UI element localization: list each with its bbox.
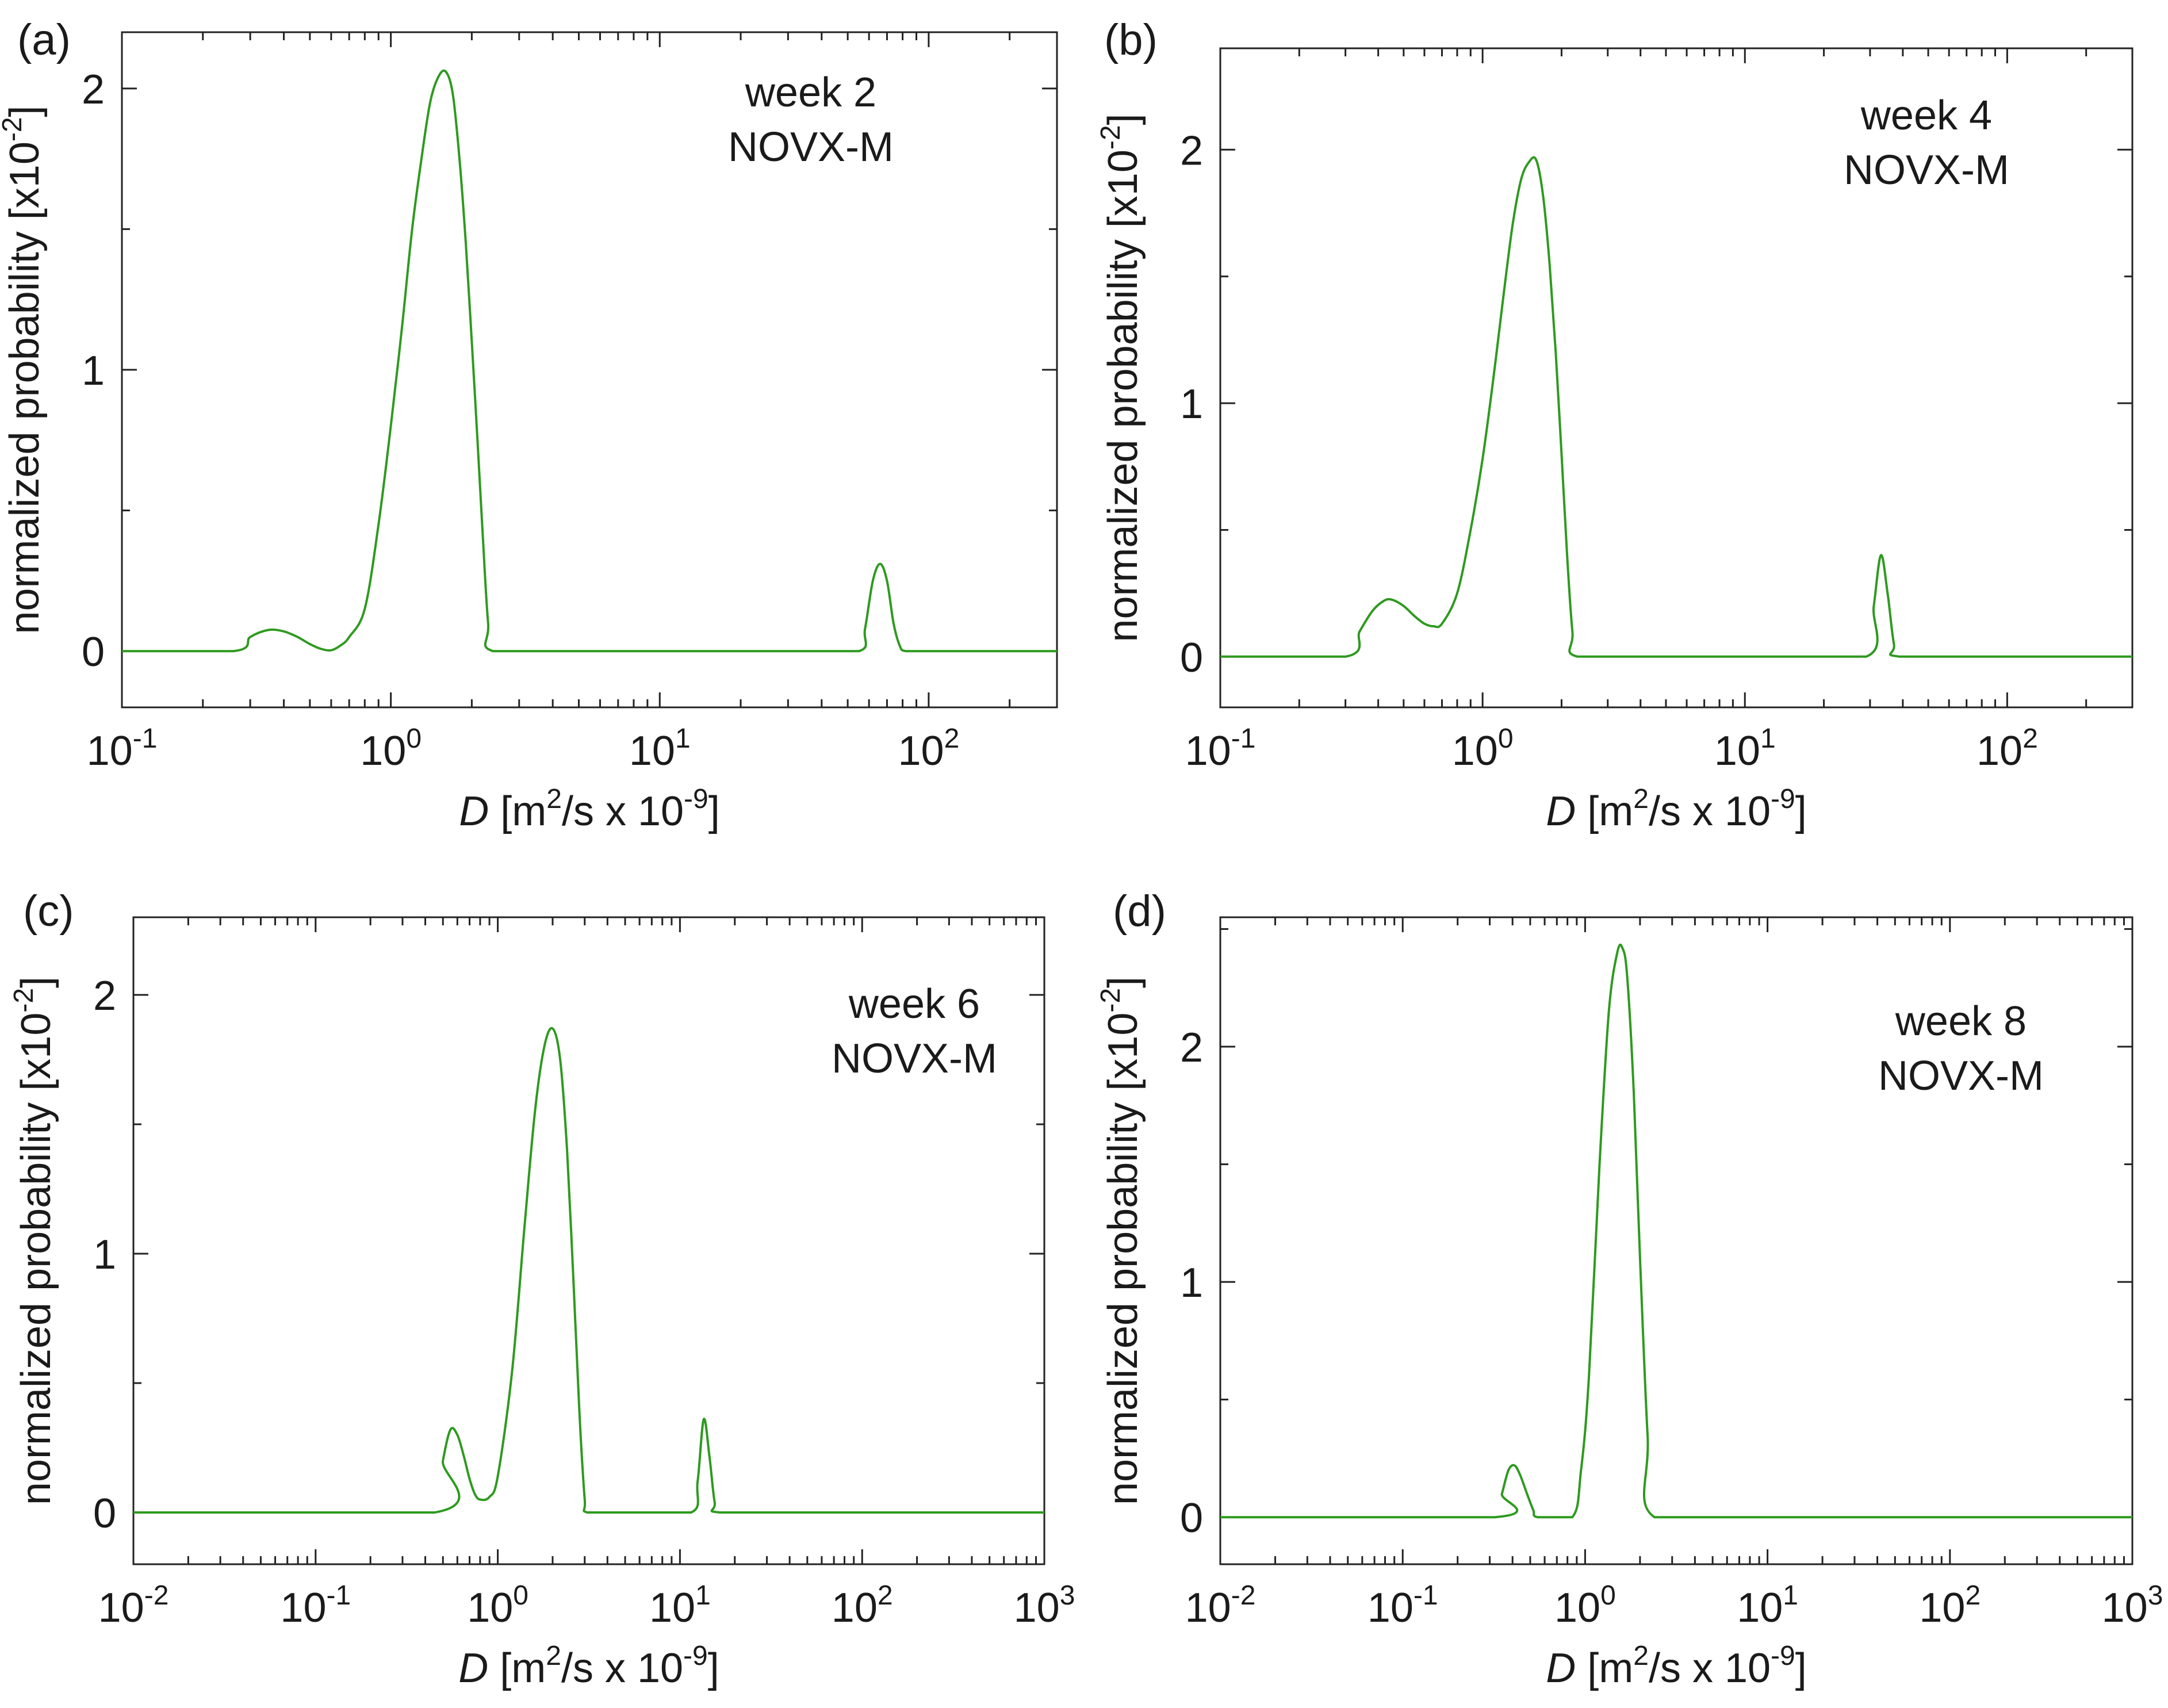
series-line xyxy=(122,69,1058,653)
x-axis-label: D [m2/s x 10-9] xyxy=(458,1641,719,1691)
annotation-line: week 2 xyxy=(745,70,876,116)
y-tick-label: 2 xyxy=(93,973,116,1019)
y-axis-label: normalized probability [x10-2] xyxy=(0,105,48,634)
x-axis-label: D [m2/s x 10-9] xyxy=(1546,784,1807,834)
x-tick-label: 102 xyxy=(898,723,959,774)
annotation-line: NOVX-M xyxy=(1878,1053,2044,1099)
plot-frame xyxy=(121,31,1058,709)
x-tick-label: 103 xyxy=(1014,1580,1075,1631)
x-tick-label: 10-1 xyxy=(87,723,158,774)
x-tick-label: 10-2 xyxy=(1185,1580,1256,1631)
y-tick-label: 1 xyxy=(93,1232,116,1278)
x-tick-label: 10-2 xyxy=(98,1580,169,1631)
series-line xyxy=(1220,943,2132,1519)
x-tick-label: 102 xyxy=(832,1580,893,1631)
y-tick-label: 0 xyxy=(1180,635,1203,681)
annotation-line: NOVX-M xyxy=(832,1036,997,1082)
x-axis-label: D [m2/s x 10-9] xyxy=(1546,1641,1807,1691)
y-axis-label: normalized probability [x10-2] xyxy=(1096,113,1146,642)
series-line xyxy=(1220,156,2132,658)
x-tick-label: 101 xyxy=(649,1580,711,1631)
annotation-line: week 6 xyxy=(848,981,980,1027)
x-tick-label: 101 xyxy=(1737,1580,1798,1631)
y-tick-label: 0 xyxy=(1180,1495,1203,1541)
annotation-line: week 4 xyxy=(1860,93,1992,139)
y-tick-label: 1 xyxy=(82,348,105,394)
x-tick-label: 101 xyxy=(1714,723,1776,774)
y-tick-label: 2 xyxy=(1180,1025,1203,1071)
panel-label: (a) xyxy=(17,16,71,64)
x-tick-label: 101 xyxy=(629,723,691,774)
y-axis-label: normalized probability [x10-2] xyxy=(1096,976,1146,1505)
y-tick-label: 1 xyxy=(1180,1260,1203,1306)
panel-b: 10-1 100 101 102 0 1 2 D [m2/s x 10-9] normalize… xyxy=(1096,16,2133,834)
panel-c: 10-2 10-1 100 101 102 103 0 1 2 D [m2/s x 10-9] no… xyxy=(9,887,1075,1691)
panel-label: (b) xyxy=(1104,16,1158,64)
panel-label: (d) xyxy=(1113,887,1166,936)
y-tick-label: 1 xyxy=(1180,381,1203,427)
y-tick-label: 0 xyxy=(93,1491,116,1537)
plot-frame xyxy=(132,916,1045,1565)
x-tick-label: 103 xyxy=(2102,1580,2163,1631)
panel-a: 10-1 100 101 102 0 1 2 D [m2/s x 10-9] normalize… xyxy=(0,16,1058,834)
x-tick-label: 102 xyxy=(1977,723,2038,774)
x-tick-label: 102 xyxy=(1919,1580,1981,1631)
plot-frame xyxy=(1219,47,2133,709)
x-tick-label: 10-1 xyxy=(1368,1580,1438,1631)
annotation-line: NOVX-M xyxy=(728,124,894,170)
y-tick-label: 2 xyxy=(1180,128,1203,174)
panel-label: (c) xyxy=(23,887,74,936)
x-tick-label: 100 xyxy=(467,1580,528,1631)
x-tick-label: 100 xyxy=(360,723,422,774)
x-tick-label: 10-1 xyxy=(1185,723,1256,774)
x-tick-label: 100 xyxy=(1554,1580,1616,1631)
plot-frame xyxy=(1219,916,2133,1565)
annotation-line: NOVX-M xyxy=(1844,147,2009,193)
series-line xyxy=(133,1027,1044,1514)
x-axis-label: D [m2/s x 10-9] xyxy=(459,784,720,834)
y-tick-label: 0 xyxy=(82,629,105,675)
annotation-line: week 8 xyxy=(1895,998,2027,1044)
panel-d: 10-2 10-1 100 101 102 103 0 1 2 D [m2/s x 10-9] no… xyxy=(1096,887,2163,1691)
x-tick-label: 10-1 xyxy=(280,1580,351,1631)
y-axis-label: normalized probability [x10-2] xyxy=(9,976,59,1505)
x-tick-label: 100 xyxy=(1452,723,1514,774)
y-tick-label: 2 xyxy=(82,67,105,113)
